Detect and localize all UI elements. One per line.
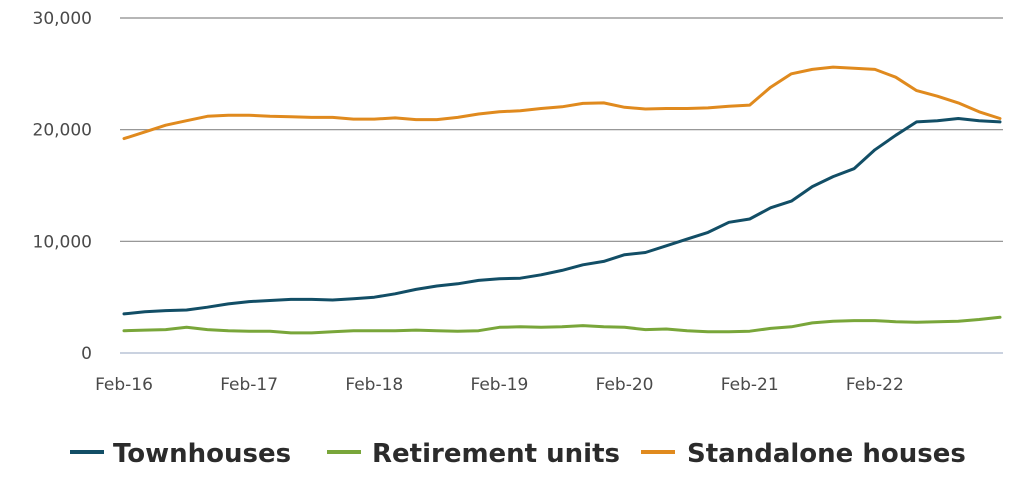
x-tick-label: Feb-17 [220,375,278,395]
legend-label: Townhouses [113,439,291,469]
legend-label: Retirement units [372,439,620,469]
legend-label: Standalone houses [687,439,966,469]
x-tick-label: Feb-16 [95,375,153,395]
y-tick-label: 30,000 [33,9,92,29]
x-tick-label: Feb-20 [596,375,654,395]
y-tick-label: 20,000 [33,121,92,141]
x-tick-label: Feb-19 [470,375,528,395]
series-line-townhouses [122,117,1002,316]
x-axis-ticks: Feb-16 Feb-17 Feb-18 Feb-19 Feb-20 Feb-21 Feb-… [95,375,904,395]
x-tick-label: Feb-22 [846,375,904,395]
y-axis-ticks: 0 10,000 20,000 30,000 [33,9,92,364]
legend: Townhouses Retirement units Standalone hou… [70,439,966,469]
series-lines [122,65,1002,335]
x-tick-label: Feb-21 [721,375,779,395]
gridlines [120,17,1003,354]
x-tick-label: Feb-18 [345,375,403,395]
y-tick-label: 10,000 [33,232,92,252]
y-tick-label: 0 [81,344,92,364]
series-line-standalone-houses [122,65,1002,141]
series-line-retirement-units [122,315,1002,335]
